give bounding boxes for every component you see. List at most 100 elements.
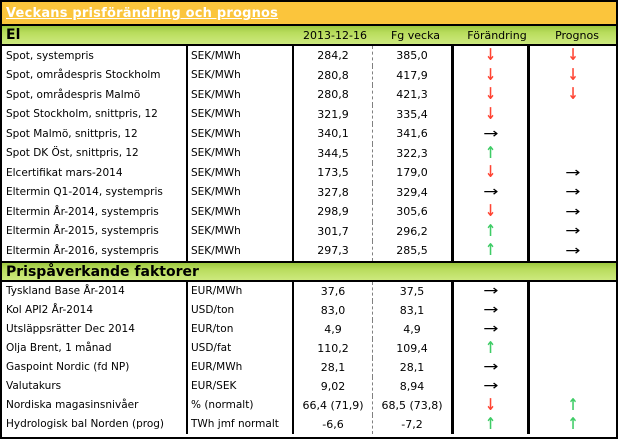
table-row: Tyskland Base År-2014 EUR/MWh 37,6 37,5 … bbox=[2, 281, 616, 301]
forecast-cell bbox=[530, 339, 616, 358]
change-cell: → bbox=[454, 281, 530, 301]
row-label: Valutakurs bbox=[2, 376, 188, 396]
previous-week-value: 385,0 bbox=[373, 46, 454, 66]
previous-week-value: 37,5 bbox=[373, 281, 454, 301]
page-title: Veckans prisförändring och prognos bbox=[6, 5, 279, 21]
current-value: 340,1 bbox=[294, 124, 373, 144]
current-value: 9,02 bbox=[294, 376, 373, 396]
column-header-change: Förändring bbox=[467, 29, 527, 42]
down-arrow-icon: ↓ bbox=[485, 395, 496, 415]
current-value: 301,7 bbox=[294, 221, 373, 241]
current-value: 37,6 bbox=[294, 281, 373, 301]
right-arrow-icon: → bbox=[565, 223, 581, 240]
right-arrow-icon: → bbox=[482, 359, 499, 375]
row-label: Elcertifikat mars-2014 bbox=[2, 163, 188, 183]
down-arrow-icon: ↓ bbox=[567, 46, 579, 66]
current-value: 280,8 bbox=[294, 65, 373, 85]
forecast-cell bbox=[530, 320, 616, 339]
forecast-cell bbox=[530, 358, 616, 377]
table-row: Eltermin År-2016, systempris SEK/MWh 297… bbox=[2, 241, 616, 261]
up-arrow-icon: ↑ bbox=[567, 395, 579, 415]
section-header-factors: Prispåverkande faktorer bbox=[2, 260, 616, 282]
down-arrow-icon: ↓ bbox=[485, 202, 496, 222]
previous-week-value: 296,2 bbox=[373, 221, 454, 241]
row-unit: SEK/MWh bbox=[188, 202, 294, 222]
row-label: Nordiska magasinsnivåer bbox=[2, 395, 188, 415]
previous-week-value: 179,0 bbox=[373, 163, 454, 183]
forecast-cell: ↑ bbox=[530, 415, 616, 434]
previous-week-value: 8,94 bbox=[373, 376, 454, 396]
row-unit: % (normalt) bbox=[188, 395, 294, 415]
forecast-cell: → bbox=[530, 222, 616, 242]
table-row: Valutakurs EUR/SEK 9,02 8,94 → bbox=[2, 376, 616, 396]
table-row: Spot, systempris SEK/MWh 284,2 385,0 ↓ ↓ bbox=[2, 46, 616, 66]
change-cell: → bbox=[454, 357, 530, 377]
row-unit: SEK/MWh bbox=[188, 46, 294, 66]
right-arrow-icon: → bbox=[482, 184, 499, 201]
change-cell: → bbox=[454, 376, 530, 396]
change-cell: → bbox=[454, 319, 530, 339]
change-cell: ↑ bbox=[454, 221, 530, 241]
table-row: Utsläppsrätter Dec 2014 EUR/ton 4,9 4,9 … bbox=[2, 319, 616, 339]
change-cell: ↑ bbox=[454, 143, 530, 163]
forecast-cell bbox=[530, 105, 616, 125]
right-arrow-icon: → bbox=[565, 203, 581, 220]
forecast-cell bbox=[530, 124, 616, 144]
previous-week-value: 68,5 (73,8) bbox=[373, 395, 454, 415]
row-unit: SEK/MWh bbox=[188, 104, 294, 124]
up-arrow-icon: ↑ bbox=[485, 338, 496, 358]
row-unit: SEK/MWh bbox=[188, 163, 294, 183]
table-row: Gaspoint Nordic (fd NP) EUR/MWh 28,1 28,… bbox=[2, 357, 616, 377]
forecast-cell: → bbox=[530, 163, 616, 183]
forecast-cell bbox=[530, 282, 616, 301]
current-value: 344,5 bbox=[294, 143, 373, 163]
row-unit: TWh jmf normalt bbox=[188, 414, 294, 434]
previous-week-value: 305,6 bbox=[373, 202, 454, 222]
up-arrow-icon: ↑ bbox=[567, 414, 579, 434]
forecast-cell: → bbox=[530, 183, 616, 203]
row-unit: EUR/SEK bbox=[188, 376, 294, 396]
row-label: Eltermin År-2015, systempris bbox=[2, 221, 188, 241]
section-header-el: El 2013-12-16 Fg vecka Förändring Progno… bbox=[2, 26, 616, 46]
row-unit: SEK/MWh bbox=[188, 85, 294, 105]
row-label: Spot Malmö, snittpris, 12 bbox=[2, 124, 188, 144]
row-unit: USD/ton bbox=[188, 300, 294, 320]
previous-week-value: 83,1 bbox=[373, 300, 454, 320]
change-cell: → bbox=[454, 124, 530, 144]
change-cell: ↓ bbox=[454, 85, 530, 105]
change-cell: ↓ bbox=[454, 202, 530, 222]
right-arrow-icon: → bbox=[565, 242, 581, 259]
previous-week-value: 285,5 bbox=[373, 241, 454, 261]
factors-section-rows: Tyskland Base År-2014 EUR/MWh 37,6 37,5 … bbox=[2, 281, 616, 434]
up-arrow-icon: ↑ bbox=[485, 143, 496, 163]
up-arrow-icon: ↑ bbox=[485, 221, 496, 241]
row-label: Utsläppsrätter Dec 2014 bbox=[2, 319, 188, 339]
right-arrow-icon: → bbox=[482, 125, 499, 142]
forecast-cell: ↓ bbox=[530, 85, 616, 105]
row-label: Spot, systempris bbox=[2, 46, 188, 66]
table-row: Spot DK Öst, snittpris, 12 SEK/MWh 344,5… bbox=[2, 143, 616, 163]
row-unit: EUR/MWh bbox=[188, 357, 294, 377]
right-arrow-icon: → bbox=[565, 184, 581, 201]
previous-week-value: 421,3 bbox=[373, 85, 454, 105]
table-row: Spot, områdespris Stockholm SEK/MWh 280,… bbox=[2, 65, 616, 85]
current-value: 173,5 bbox=[294, 163, 373, 183]
down-arrow-icon: ↓ bbox=[485, 46, 496, 66]
table-row: Eltermin År-2014, systempris SEK/MWh 298… bbox=[2, 202, 616, 222]
down-arrow-icon: ↓ bbox=[567, 65, 579, 85]
right-arrow-icon: → bbox=[482, 302, 499, 318]
row-unit: SEK/MWh bbox=[188, 221, 294, 241]
forecast-cell: ↑ bbox=[530, 396, 616, 415]
table-row: Eltermin År-2015, systempris SEK/MWh 301… bbox=[2, 221, 616, 242]
table-row: Hydrologisk bal Norden (prog) TWh jmf no… bbox=[2, 414, 616, 434]
change-cell: ↓ bbox=[454, 65, 530, 85]
up-arrow-icon: ↑ bbox=[485, 414, 496, 434]
right-arrow-icon: → bbox=[482, 378, 499, 394]
row-unit: SEK/MWh bbox=[188, 143, 294, 163]
current-value: 327,8 bbox=[294, 182, 373, 202]
row-label: Kol API2 År-2014 bbox=[2, 300, 188, 320]
previous-week-value: 341,6 bbox=[373, 124, 454, 144]
row-label: Spot, områdespris Malmö bbox=[2, 85, 188, 105]
row-unit: SEK/MWh bbox=[188, 241, 294, 261]
current-value: 28,1 bbox=[294, 357, 373, 377]
